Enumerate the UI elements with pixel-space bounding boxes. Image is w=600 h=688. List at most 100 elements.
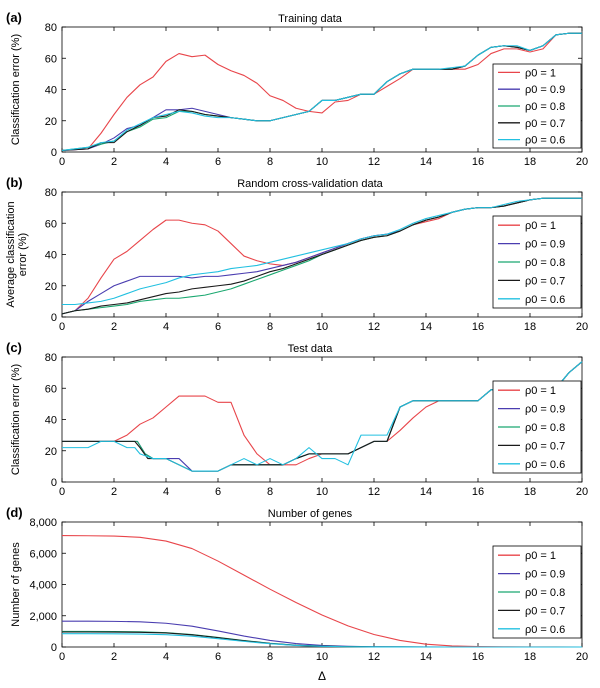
legend-label: ρ0 = 0.6 [525,294,565,306]
y-tick-label: 20 [45,281,57,293]
y-tick-label: 60 [45,53,57,65]
x-tick-label: 8 [267,156,273,168]
x-tick-label: 14 [420,651,432,663]
x-tick-label: 8 [267,486,273,498]
legend-label: ρ0 = 0.7 [525,605,565,617]
x-tick-label: 14 [420,486,432,498]
chart-panel: (d) Number of genes 0 2 4 6 8 10 12 14 16 18 20 0 2,00… [6,505,588,663]
y-tick-label: 80 [45,22,57,34]
legend-label: ρ0 = 1 [525,385,556,397]
x-tick-label: 18 [524,651,536,663]
x-tick-label: 6 [215,651,221,663]
series-line [61,32,582,151]
chart-title: Test data [288,343,334,355]
panel-label: (a) [6,10,22,25]
y-tick-label: 0 [51,477,57,489]
y-tick-label: 0 [51,147,57,159]
x-tick-label: 2 [111,321,117,333]
x-tick-label: 6 [215,321,221,333]
legend-label: ρ0 = 0.8 [525,422,565,434]
x-tick-label: 4 [163,651,169,663]
panel-label: (d) [6,505,23,520]
legend-label: ρ0 = 0.6 [525,459,565,471]
x-tick-label: 12 [368,156,380,168]
x-tick-label: 6 [215,156,221,168]
y-axis-label: error (%) [17,233,29,276]
chart-panel: (a) Training data 0 2 4 6 8 10 12 14 16 18 20 0 20 40 60… [6,10,588,168]
y-tick-label: 80 [45,187,57,199]
y-tick-label: 20 [45,116,57,128]
x-tick-label: 4 [163,321,169,333]
x-tick-label: 16 [472,156,484,168]
y-tick-label: 0 [51,642,57,654]
x-tick-label: 10 [316,486,328,498]
panel-label: (c) [6,340,22,355]
y-axis-label: Average classification [5,201,17,307]
x-tick-label: 0 [59,486,65,498]
legend-label: ρ0 = 0.8 [525,257,565,269]
y-axis-label: Classification error (%) [10,364,22,475]
legend-label: ρ0 = 0.7 [525,440,565,452]
legend-label: ρ0 = 0.8 [525,587,565,599]
legend-label: ρ0 = 1 [525,220,556,232]
legend-label: ρ0 = 0.9 [525,569,565,581]
x-tick-label: 16 [472,651,484,663]
y-tick-label: 40 [45,415,57,427]
x-tick-label: 14 [420,156,432,168]
x-tick-label: 18 [524,156,536,168]
chart-title: Number of genes [268,508,353,520]
legend-label: ρ0 = 0.6 [525,135,565,147]
y-tick-label: 20 [45,446,57,458]
x-tick-label: 12 [368,651,380,663]
x-tick-label: 16 [472,321,484,333]
x-tick-label: 10 [316,156,328,168]
x-tick-label: 16 [472,486,484,498]
y-tick-label: 2,000 [29,611,57,623]
legend-label: ρ0 = 1 [525,550,556,562]
chart-panel: (c) Test data 0 2 4 6 8 10 12 14 16 18 20 0 20 40 60 80 Cl… [6,340,588,498]
legend-label: ρ0 = 0.9 [525,239,565,251]
legend-label: ρ0 = 0.7 [525,275,565,287]
y-axis-label: Number of genes [10,542,22,627]
x-tick-label: 12 [368,486,380,498]
y-tick-label: 80 [45,352,57,364]
series-line [62,197,582,306]
x-tick-label: 10 [316,321,328,333]
series-line [61,32,582,151]
chart-title: Training data [278,13,343,25]
x-tick-label: 8 [267,651,273,663]
y-tick-label: 0 [51,312,57,324]
x-tick-label: 8 [267,321,273,333]
x-tick-label: 20 [576,156,588,168]
x-tick-label: 10 [316,651,328,663]
x-tick-label: 18 [524,321,536,333]
y-tick-label: 8,000 [29,517,57,529]
x-tick-label: 20 [576,321,588,333]
legend-label: ρ0 = 0.8 [525,101,565,113]
x-tick-label: 20 [576,486,588,498]
x-tick-label: 0 [59,156,65,168]
y-tick-label: 40 [45,250,57,262]
y-tick-label: 40 [45,85,57,97]
series-line [62,633,582,648]
panel-label: (b) [6,175,23,190]
legend-label: ρ0 = 0.7 [525,118,565,130]
x-tick-label: 20 [576,651,588,663]
y-tick-label: 6,000 [29,548,57,560]
x-tick-label: 2 [111,156,117,168]
y-tick-label: 4,000 [29,580,57,592]
legend-label: ρ0 = 0.6 [525,624,565,636]
x-axis-label: Δ [318,669,326,683]
x-tick-label: 2 [111,651,117,663]
legend-label: ρ0 = 0.9 [525,404,565,416]
legend-label: ρ0 = 0.9 [525,84,565,96]
x-tick-label: 4 [163,486,169,498]
x-tick-label: 18 [524,486,536,498]
x-tick-label: 14 [420,321,432,333]
y-tick-label: 60 [45,383,57,395]
y-tick-label: 60 [45,218,57,230]
x-tick-label: 0 [59,321,65,333]
legend-label: ρ0 = 1 [525,67,556,79]
x-tick-label: 12 [368,321,380,333]
